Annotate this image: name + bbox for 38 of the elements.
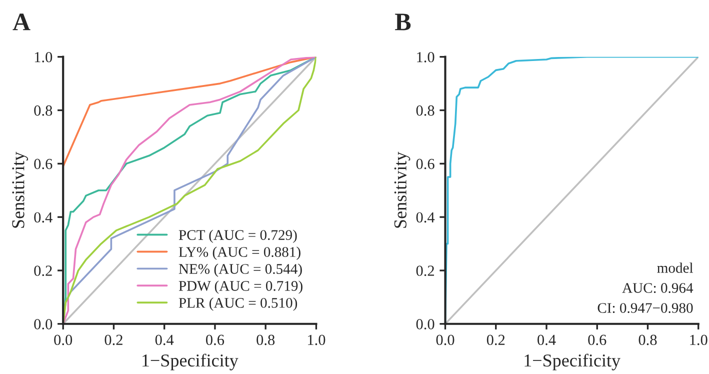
y-tick-label: 0.8 [416,105,434,116]
x-tick-label: 0.0 [54,334,72,346]
y-tick-label: 0.4 [34,212,52,223]
annotation: CI: 0.947−0.980 [598,303,693,313]
x-tick-label: 0.4 [538,334,556,346]
y-tick-label: 0.2 [34,266,52,276]
y-tick-label: 0.0 [34,319,52,330]
chart-title: B [395,14,411,30]
y-tick-label: 0.8 [34,105,52,116]
x-tick-label: 1.0 [308,334,326,346]
y-axis-title: Sensitivity [12,152,28,228]
x-axis-title: 1−Specificity [524,354,620,370]
x-tick-label: 0.2 [104,334,122,346]
x-tick-label: 1.0 [690,334,708,346]
x-tick-label: 0.6 [206,334,224,346]
y-axis-title: Sensitivity [394,152,410,228]
x-tick-label: 0.8 [256,334,275,346]
y-tick-label: 0.4 [416,212,435,223]
x-axis-title: 1−Specificity [142,354,238,370]
y-tick-label: 0.6 [34,158,52,170]
legend-label: PLR (AUC = 0.510) [178,298,298,311]
annotation: model [657,262,694,273]
chart-title: A [12,14,30,30]
legend-label: LY% (AUC = 0.881) [178,246,300,260]
legend-label: PCT (AUC = 0.729) [178,230,297,243]
x-tick-label: 0.6 [588,334,606,346]
y-tick-label: 0.2 [416,266,434,276]
x-tick-label: 0.4 [155,334,174,346]
annotation: AUC: 0.964 [622,283,694,293]
legend-label: NE% (AUC = 0.544) [178,264,302,277]
y-tick-label: 0.6 [416,158,434,170]
legend-label: PDW (AUC = 0.719) [178,280,302,294]
y-tick-label: 0.0 [416,319,434,330]
y-tick-label: 1.0 [34,52,52,62]
x-tick-label: 0.2 [486,334,505,346]
x-tick-label: 0.0 [436,334,454,346]
x-tick-label: 0.8 [638,334,657,346]
y-tick-label: 1.0 [417,52,434,62]
